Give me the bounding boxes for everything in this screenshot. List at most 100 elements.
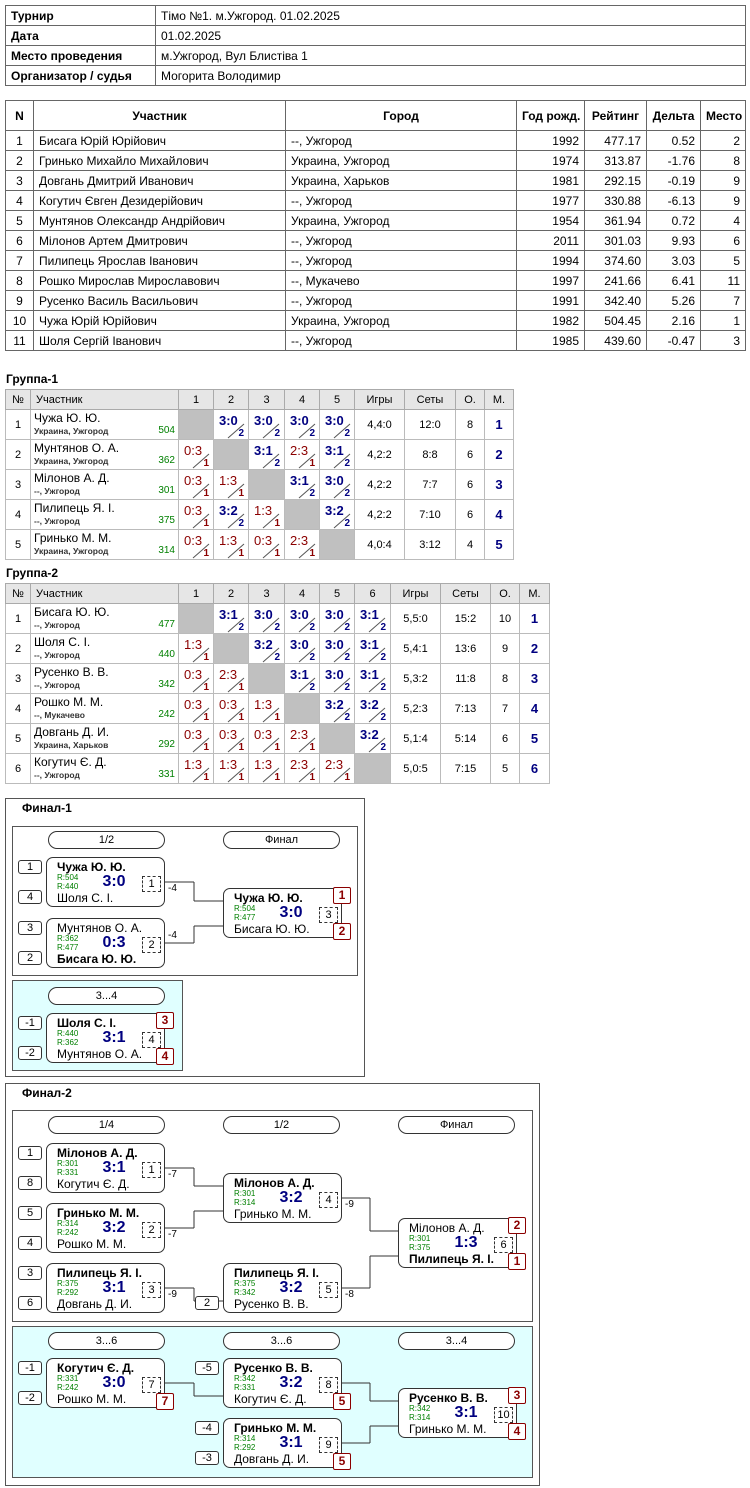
final-title: Финал-1 [22, 801, 72, 815]
match-score: 1:3 [454, 1234, 478, 1251]
loser-destination: -4 [168, 883, 177, 894]
result-points: 2 [344, 428, 350, 439]
match-box [46, 1358, 165, 1408]
rating: R:314 [409, 1413, 431, 1422]
player-city: Украина, Харьков [34, 740, 109, 750]
player-sub: --, Ужгород 301 [34, 485, 175, 497]
result-score: 3:1 [290, 667, 309, 682]
result-points: 2 [344, 712, 350, 723]
participant-cell: 3 [700, 330, 746, 351]
result-cell: 2:3 1 [284, 723, 320, 754]
slash [368, 647, 386, 663]
result-cell [319, 723, 355, 754]
result-score: 0:3 [184, 667, 203, 682]
slash-line [333, 707, 351, 723]
round-header: Финал [223, 831, 340, 849]
result-points: 1 [309, 548, 315, 559]
result-points: 1 [309, 772, 315, 783]
result-cell: 3:0 2 [319, 633, 355, 664]
slash [227, 513, 245, 529]
slash [227, 737, 245, 753]
participant-row: 6 Мілонов Артем Дмитрович --, Ужгород 2011 3… [5, 230, 746, 251]
slash [262, 707, 280, 723]
slash-line [192, 767, 210, 783]
loser-destination: -8 [345, 1289, 354, 1300]
slash-line [192, 647, 210, 663]
group-header-cell: 3 [248, 389, 285, 410]
group-table: № Участник 1 2 3 4 5 6 Игры Сеты О. М. 1 Бисага Ю. Ю.… [5, 583, 550, 784]
result-points: 1 [274, 742, 280, 753]
round-header: 3...4 [48, 987, 165, 1005]
game-number: 6 [494, 1237, 513, 1253]
column-header: Дельта [646, 100, 701, 131]
column-header: Год рожд. [516, 100, 585, 131]
slash-line [333, 677, 351, 693]
group-row: 3 Мілонов А. Д. --, Ужгород 301 0:3 1 1:3 1 3:1 2… [5, 469, 514, 500]
slash [192, 677, 210, 693]
slash-line [333, 453, 351, 469]
result-points: 2 [309, 428, 315, 439]
round-header: 1/2 [223, 1116, 340, 1134]
result-score: 1:3 [219, 533, 238, 548]
result-points: 1 [203, 548, 209, 559]
player-sub: --, Ужгород 440 [34, 649, 175, 661]
result-score: 3:1 [219, 607, 238, 622]
result-score: 3:1 [360, 637, 379, 652]
result-points: 2 [274, 428, 280, 439]
player-name: Чужа Ю. Ю. [234, 891, 303, 905]
loser-destination: -9 [168, 1289, 177, 1300]
result-cell: 2:3 1 [284, 529, 320, 560]
slash-line [262, 513, 280, 529]
rating: R:314 [234, 1434, 256, 1443]
result-cell: 0:3 1 [248, 529, 285, 560]
player-rating: 342 [158, 679, 175, 690]
player-name: Рошко М. М. [57, 1392, 127, 1406]
result-points: 1 [203, 712, 209, 723]
result-points: 2 [344, 458, 350, 469]
final-title: Финал-2 [22, 1086, 72, 1100]
participant-cell: --, Ужгород [285, 250, 517, 271]
group-header-cell: 6 [354, 583, 391, 604]
rating: R:440 [57, 882, 79, 891]
player-name: Рошко М. М. [34, 695, 104, 709]
group-row: 5 Гринько М. М. Украина, Ужгород 314 0:3 1 1:3… [5, 529, 514, 560]
group-games: 5,0:5 [390, 753, 441, 784]
rating: R:477 [57, 943, 79, 952]
place: 4 [156, 1048, 174, 1065]
result-points: 1 [238, 742, 244, 753]
round-header: 3...6 [223, 1332, 340, 1350]
slash [333, 483, 351, 499]
player-name: Чужа Ю. Ю. [57, 860, 126, 874]
participant-cell: --, Ужгород [285, 230, 517, 251]
slash [333, 677, 351, 693]
player-name: Русенко В. В. [409, 1391, 488, 1405]
player-name: Мілонов А. Д. [234, 1176, 315, 1190]
player-sub: --, Ужгород 342 [34, 679, 175, 691]
player-name: Пилипець Я. І. [34, 501, 115, 515]
result-cell: 3:1 2 [319, 439, 355, 470]
game-number: 4 [142, 1032, 161, 1048]
group-header-cell: Участник [30, 389, 179, 410]
participant-cell: 292.15 [584, 170, 647, 191]
group-header-cell: 1 [178, 389, 214, 410]
result-cell: 1:3 1 [248, 753, 285, 784]
player-rating: 504 [158, 425, 175, 436]
player-name: Рошко М. М. [57, 1237, 127, 1251]
result-points: 1 [274, 772, 280, 783]
rating: R:440 [57, 1029, 79, 1038]
slash-line [227, 737, 245, 753]
slash-line [262, 423, 280, 439]
group-row: 3 Русенко В. В. --, Ужгород 342 0:3 1 2:3 1 3:1 2… [5, 663, 550, 694]
match-score: 3:2 [279, 1279, 303, 1296]
seed: -2 [18, 1046, 42, 1060]
player-name: Мунтянов О. А. [57, 921, 143, 935]
seed: 8 [18, 1176, 42, 1190]
group-row: 4 Пилипець Я. І. --, Ужгород 375 0:3 1 3:2 2 1:3… [5, 499, 514, 530]
group-header-cell: М. [519, 583, 550, 604]
seed: 6 [18, 1296, 42, 1310]
player-name: Довгань Д. И. [234, 1452, 310, 1466]
participant-cell: 1997 [516, 270, 585, 291]
slash-line [368, 617, 386, 633]
